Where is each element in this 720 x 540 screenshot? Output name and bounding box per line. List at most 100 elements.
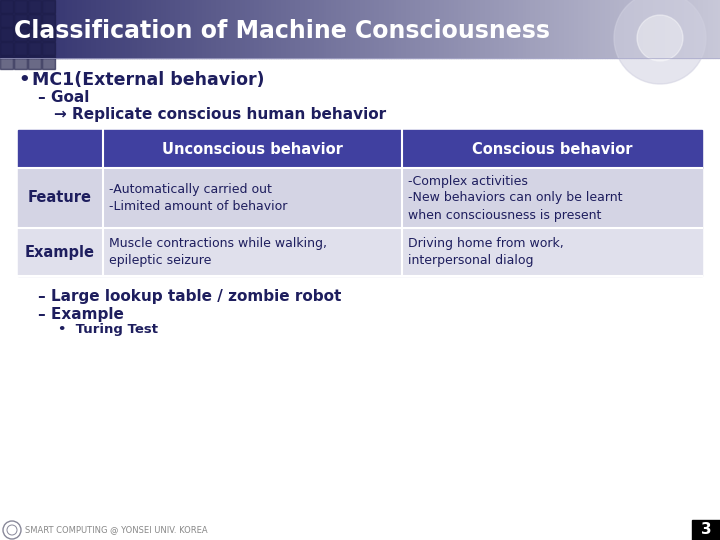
Bar [106, 0, 108, 58]
Bar [454, 0, 456, 58]
Bar [703, 0, 706, 58]
Bar [629, 0, 631, 58]
Bar [574, 0, 576, 58]
Bar [490, 0, 492, 58]
Bar [379, 0, 382, 58]
Bar [639, 0, 641, 58]
Bar [346, 0, 348, 58]
Bar [384, 0, 387, 58]
Bar [689, 0, 691, 58]
Bar [708, 0, 711, 58]
Bar [238, 0, 240, 58]
Bar [610, 0, 612, 58]
Bar [225, 0, 228, 58]
Bar [365, 0, 367, 58]
Bar [696, 0, 698, 58]
Bar [67, 0, 70, 58]
Bar [444, 0, 446, 58]
Bar [228, 0, 230, 58]
Bar [305, 0, 307, 58]
Bar [353, 0, 355, 58]
Bar [197, 0, 199, 58]
Bar [146, 0, 149, 58]
Bar [513, 0, 516, 58]
Bar [437, 0, 439, 58]
Bar [252, 0, 254, 58]
Bar [125, 0, 127, 58]
Bar [679, 0, 682, 58]
Bar [28, 28, 41, 41]
Bar [351, 0, 353, 58]
Bar [338, 0, 341, 58]
Bar [607, 0, 610, 58]
Bar [533, 0, 535, 58]
Bar [103, 0, 106, 58]
Bar [389, 0, 391, 58]
Bar [91, 0, 94, 58]
Bar [295, 0, 297, 58]
Bar [605, 0, 607, 58]
Bar [322, 0, 324, 58]
Bar [110, 0, 113, 58]
Bar [578, 0, 581, 58]
Bar [86, 0, 89, 58]
Bar [48, 0, 50, 58]
Bar [329, 0, 331, 58]
Bar [567, 0, 569, 58]
Text: 3: 3 [701, 523, 711, 537]
Bar [650, 0, 653, 58]
Bar [108, 0, 110, 58]
Bar [43, 0, 45, 58]
Bar [509, 0, 511, 58]
Bar [535, 0, 538, 58]
Bar [74, 0, 77, 58]
Bar [302, 0, 305, 58]
Bar [137, 0, 139, 58]
Bar [581, 0, 583, 58]
Text: Muscle contractions while walking,
epileptic seizure: Muscle contractions while walking, epile… [109, 237, 327, 267]
Bar [297, 0, 300, 58]
Bar [288, 0, 290, 58]
Bar [7, 0, 9, 58]
Bar [701, 0, 703, 58]
Text: •: • [18, 71, 30, 89]
Bar [166, 0, 168, 58]
Bar [398, 0, 401, 58]
Bar [99, 0, 101, 58]
Bar [667, 0, 670, 58]
Bar [502, 0, 504, 58]
Bar [415, 0, 418, 58]
Bar [233, 0, 235, 58]
Bar [549, 0, 552, 58]
Bar [130, 0, 132, 58]
Bar [341, 0, 343, 58]
Bar [279, 0, 281, 58]
Bar [28, 14, 41, 27]
Bar [631, 0, 634, 58]
Bar [626, 0, 629, 58]
Bar [583, 0, 585, 58]
Bar [559, 0, 562, 58]
Bar [31, 0, 34, 58]
Bar [42, 28, 55, 41]
Bar [65, 0, 67, 58]
Bar [564, 0, 567, 58]
Bar [187, 0, 189, 58]
Bar [477, 0, 480, 58]
Bar [202, 0, 204, 58]
Bar [18, 168, 702, 228]
Bar [693, 0, 696, 58]
Bar [101, 0, 103, 58]
Bar [542, 0, 545, 58]
Bar [18, 130, 702, 168]
Bar [449, 0, 451, 58]
Bar [492, 0, 495, 58]
Bar [670, 0, 672, 58]
Bar [396, 0, 398, 58]
Bar [576, 0, 578, 58]
Bar [257, 0, 259, 58]
Bar [19, 0, 22, 58]
Bar [2, 0, 5, 58]
Bar [511, 0, 513, 58]
Bar [394, 0, 396, 58]
